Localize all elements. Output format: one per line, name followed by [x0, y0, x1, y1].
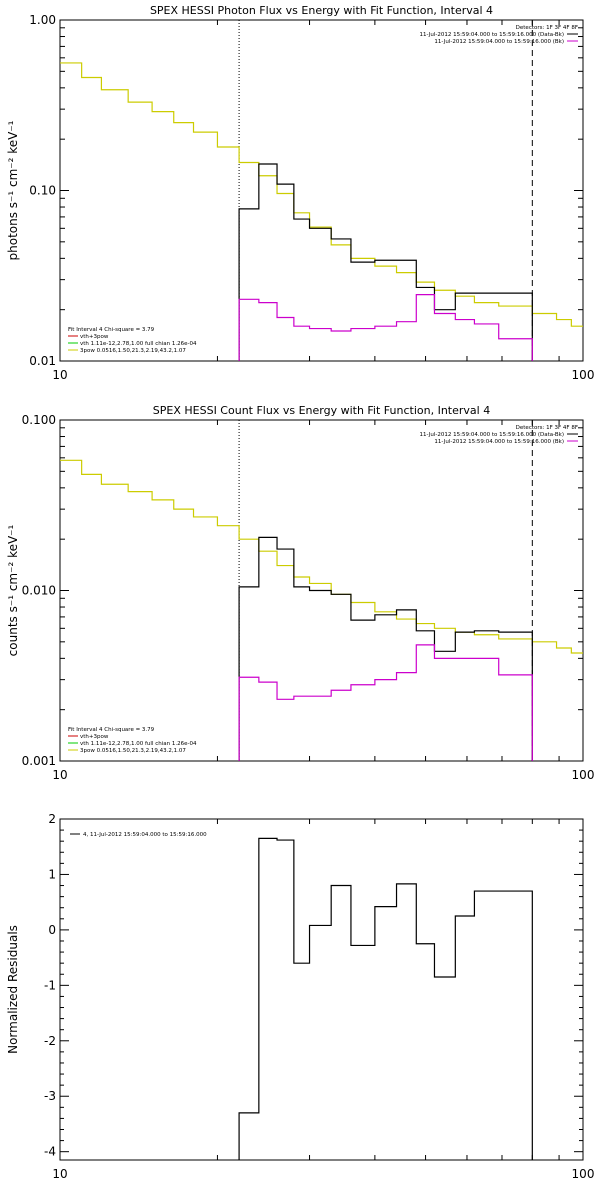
chart2-background-series — [238, 644, 533, 761]
chart2-y-tick-label: 0.001 — [22, 754, 56, 768]
chart3-y-axis-label: Normalized Residuals — [6, 925, 20, 1054]
chart3-x-tick-label: 10 — [52, 1167, 67, 1181]
chart2-legend-left-text: Fit Interval 4 Chi-square = 3.79 — [68, 727, 155, 733]
chart3-y-tick-label: 2 — [48, 812, 56, 826]
chart2-y-tick-label: 0.100 — [22, 413, 56, 427]
chart3-y-tick-label: -2 — [44, 1034, 56, 1048]
chart2-x-tick-label: 100 — [572, 768, 595, 782]
chart2-x-tick-label: 10 — [52, 768, 67, 782]
chart2-y-axis-label: counts s⁻¹ cm⁻² keV⁻¹ — [6, 524, 20, 656]
chart3-y-tick-label: 0 — [48, 923, 56, 937]
chart1-x-tick-label: 10 — [52, 368, 67, 382]
chart1-title: SPEX HESSI Photon Flux vs Energy with Fi… — [150, 4, 493, 17]
chart1-legend-left-text: 3pow 0.0516,1.50,21.3,2.19,43.2,1.07 — [80, 348, 186, 354]
chart3-x-tick-label: 100 — [572, 1167, 595, 1181]
chart3-y-tick-label: -3 — [44, 1089, 56, 1103]
chart2-data-series — [238, 536, 533, 761]
chart1-x-tick-label: 100 — [572, 368, 595, 382]
chart1-y-tick-label: 1.00 — [29, 13, 56, 27]
chart2-fit-series — [60, 459, 583, 654]
chart3-legend-left-text: 4, 11-Jul-2012 15:59:04.000 to 15:59:16.… — [83, 832, 207, 838]
chart1-legend-right-text: Detectors: 1F 3F 4F 8F — [516, 25, 578, 31]
chart3-y-tick-label: -1 — [44, 978, 56, 992]
chart1-plot-frame — [59, 19, 584, 362]
chart2-legend-left-text: 3pow 0.0516,1.50,21.3,2.19,43.2,1.07 — [80, 748, 186, 754]
chart3-plot-frame — [59, 818, 584, 1161]
chart2-legend-left-text: vth+3pow — [80, 734, 109, 740]
chart3-y-tick-label: -4 — [44, 1145, 56, 1159]
chart3-data-series — [238, 837, 533, 1160]
chart1-y-axis-label: photons s⁻¹ cm⁻² keV⁻¹ — [6, 120, 20, 260]
chart1-legend-left-text: vth 1.11e-12,2.78,1.00 full chian 1.26e-… — [80, 341, 197, 347]
chart1-background-series — [238, 294, 533, 361]
chart1-fit-series — [60, 62, 583, 327]
chart2-legend-left-text: vth 1.11e-12,2.78,1.00 full chian 1.26e-… — [80, 741, 197, 747]
chart1-legend-right-text: 11-Jul-2012 15:59:04.000 to 15:59:16.000… — [420, 32, 565, 38]
chart2-legend-right-text: 11-Jul-2012 15:59:04.000 to 15:59:16.000… — [420, 432, 565, 438]
chart1-data-series — [238, 163, 533, 361]
chart1-y-tick-label: 0.01 — [29, 354, 56, 368]
chart1-legend-right-text: 11-Jul-2012 15:59:04.000 to 15:59:16.000… — [434, 39, 564, 45]
chart2-y-tick-label: 0.010 — [22, 584, 56, 598]
chart2-legend-right-text: Detectors: 1F 3F 4F 8F — [516, 425, 578, 431]
chart1-legend-left-text: vth+3pow — [80, 334, 109, 340]
chart2-title: SPEX HESSI Count Flux vs Energy with Fit… — [153, 404, 490, 417]
chart2-legend-right-text: 11-Jul-2012 15:59:04.000 to 15:59:16.000… — [434, 439, 564, 445]
chart3-y-tick-label: 1 — [48, 867, 56, 881]
chart1-y-tick-label: 0.10 — [29, 184, 56, 198]
chart1-legend-left-text: Fit Interval 4 Chi-square = 3.79 — [68, 327, 155, 333]
